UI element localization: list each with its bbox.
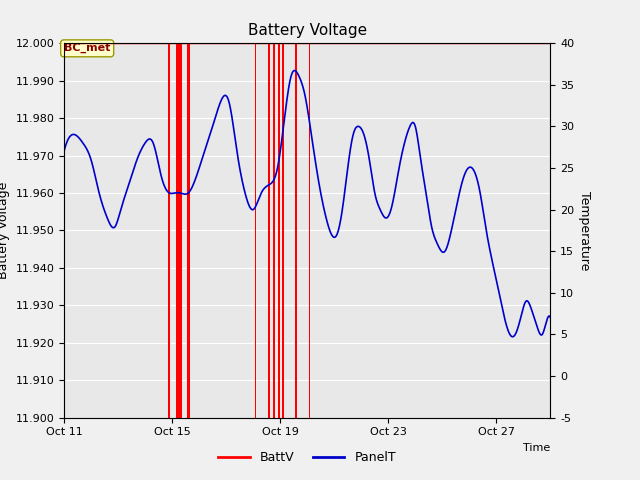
X-axis label: Time: Time (523, 443, 550, 453)
Y-axis label: Temperature: Temperature (578, 191, 591, 270)
Y-axis label: Battery Voltage: Battery Voltage (0, 182, 10, 279)
Title: Battery Voltage: Battery Voltage (248, 23, 367, 38)
Text: BC_met: BC_met (64, 43, 110, 53)
Legend: BattV, PanelT: BattV, PanelT (214, 446, 401, 469)
